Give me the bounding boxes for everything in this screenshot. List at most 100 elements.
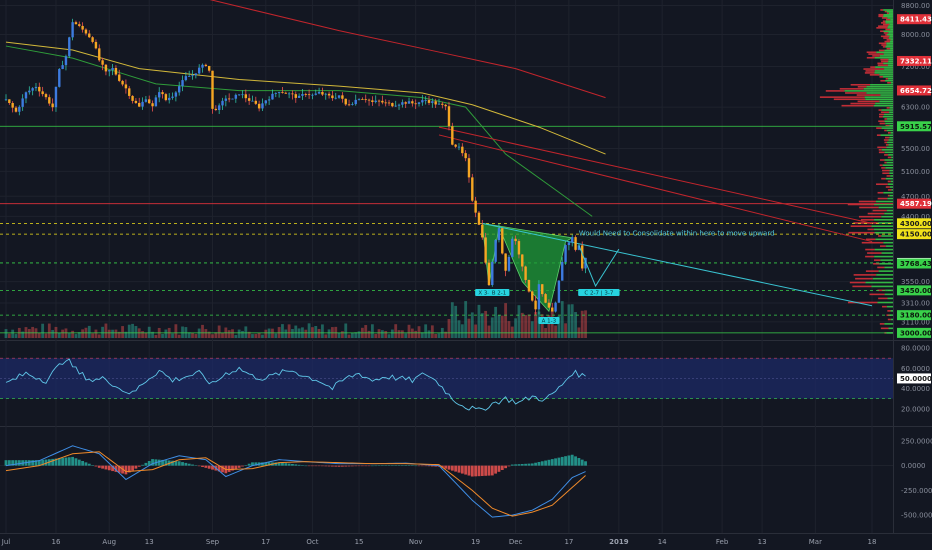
macd-axis[interactable]: 250.0000 0.0000 -250.0000 -500.0000 <box>901 437 932 519</box>
volume-bar <box>11 329 15 338</box>
price-pane[interactable]: Would Need to Consolidate within here to… <box>0 0 932 534</box>
volume-bar <box>510 326 514 338</box>
volume-profile-bar <box>889 172 893 175</box>
volume-bar <box>257 332 261 338</box>
rsi-axis[interactable]: 80.0000 60.0000 40.0000 20.0000 50.0000 <box>897 345 932 414</box>
volume-profile-bar <box>878 297 888 300</box>
date-label: 13 <box>758 538 767 546</box>
volume-profile-bar <box>886 146 893 149</box>
macd-histogram-bar <box>477 465 481 477</box>
candle-body <box>18 106 21 112</box>
macd-pane[interactable] <box>0 445 893 518</box>
candle-body <box>567 242 571 246</box>
volume-profile-bar <box>884 113 893 116</box>
volume-profile-bar <box>849 281 866 284</box>
candle-body <box>267 99 271 101</box>
volume-profile-bar <box>882 23 890 26</box>
volume-bar <box>141 331 144 338</box>
volume-profile-bar <box>875 200 893 203</box>
candle-body <box>421 100 424 103</box>
volume-profile-bar <box>890 47 893 50</box>
volume-bar <box>450 302 454 338</box>
price-axis[interactable]: 8800.00 8000.00 7200.00 6300.00 5500.00 5100.… <box>897 2 932 338</box>
candle-body <box>294 94 297 98</box>
candle-body <box>118 74 121 81</box>
volume-bar <box>37 332 41 338</box>
candle-body <box>217 105 221 110</box>
volume-profile-bar <box>882 20 886 23</box>
volume-profile-bar <box>873 104 893 107</box>
volume-profile-bar <box>887 132 891 134</box>
candle-body <box>164 94 168 101</box>
volume-profile-bar <box>865 70 875 72</box>
volume-profile-bar <box>881 215 893 218</box>
yellow-ma <box>5 41 606 155</box>
volume-profile-bar <box>881 17 888 19</box>
volume-bar <box>57 332 61 338</box>
volume-profile-bar <box>890 81 893 84</box>
rsi-pane[interactable] <box>0 357 893 411</box>
volume-profile-bar <box>879 100 893 103</box>
volume-profile-bar <box>878 149 882 151</box>
volume-bar <box>7 333 11 338</box>
volume-bar <box>497 315 501 338</box>
volume-profile-bar <box>870 66 876 68</box>
candle-body <box>451 126 454 145</box>
macd-histogram-bar <box>177 461 181 466</box>
volume-profile-bar <box>883 37 889 39</box>
volume-profile-bar <box>878 270 893 272</box>
candle-body <box>361 99 364 100</box>
volume-bar <box>374 333 378 338</box>
macd-histogram-bar <box>124 465 128 475</box>
macd-histogram-bar <box>577 458 581 466</box>
volume-profile-bar <box>878 13 884 16</box>
candle-body <box>151 103 154 107</box>
volume-bar <box>351 332 354 338</box>
volume-profile-bar <box>887 297 893 300</box>
macd-histogram-bar <box>427 465 431 467</box>
volume-profile-bar <box>888 58 893 61</box>
candle-body <box>204 64 208 66</box>
macd-histogram-bar <box>171 460 174 466</box>
macd-histogram-bar <box>487 465 491 476</box>
volume-bar <box>390 329 394 338</box>
volume-profile-bar <box>864 96 893 98</box>
pattern-tag-label: C 2-7 | 3-7 <box>584 291 613 297</box>
macd-histogram-bar <box>524 463 527 466</box>
volume-profile-bar <box>877 146 887 149</box>
volume-bar <box>507 321 511 338</box>
price-tag-label: 3768.43 <box>900 260 932 268</box>
volume-profile-bar <box>891 156 893 159</box>
volume-profile-bar <box>867 212 885 215</box>
macd-histogram-bar <box>247 463 251 466</box>
macd-histogram-bar <box>141 464 144 466</box>
candle-body <box>324 93 327 95</box>
volume-profile-bar <box>883 15 893 18</box>
volume-profile-bar <box>884 141 888 144</box>
candle-body <box>371 100 374 103</box>
volume-profile-bar <box>883 191 893 194</box>
macd-histogram-bar <box>550 459 554 466</box>
volume-profile-bar <box>859 206 879 209</box>
volume-profile-bar <box>865 98 893 101</box>
volume-profile-bar <box>883 76 893 78</box>
macd-histogram-bar <box>410 465 414 466</box>
volume-profile-bar <box>876 183 888 186</box>
time-axis[interactable]: Jul 16 Aug 13 Sep 17 Oct 15 Nov 19 Dec 17 2019 14 Feb 1… <box>1 538 877 546</box>
volume-bar <box>447 319 451 338</box>
volume-bar <box>177 334 181 338</box>
candle-body <box>8 99 11 103</box>
volume-profile-bar <box>884 323 893 325</box>
macd-histogram-bar <box>287 463 291 466</box>
rsi-tick-label: 20.0000 <box>901 405 930 413</box>
date-label: 15 <box>355 538 364 546</box>
volume-bar <box>487 325 491 338</box>
candle-body <box>224 98 228 101</box>
candle-body <box>474 200 477 213</box>
volume-profile-bar <box>887 156 892 159</box>
macd-histogram-bar <box>91 465 94 466</box>
candle-body <box>257 103 261 109</box>
macd-histogram-bar <box>147 461 151 466</box>
volume-bar <box>404 333 408 338</box>
